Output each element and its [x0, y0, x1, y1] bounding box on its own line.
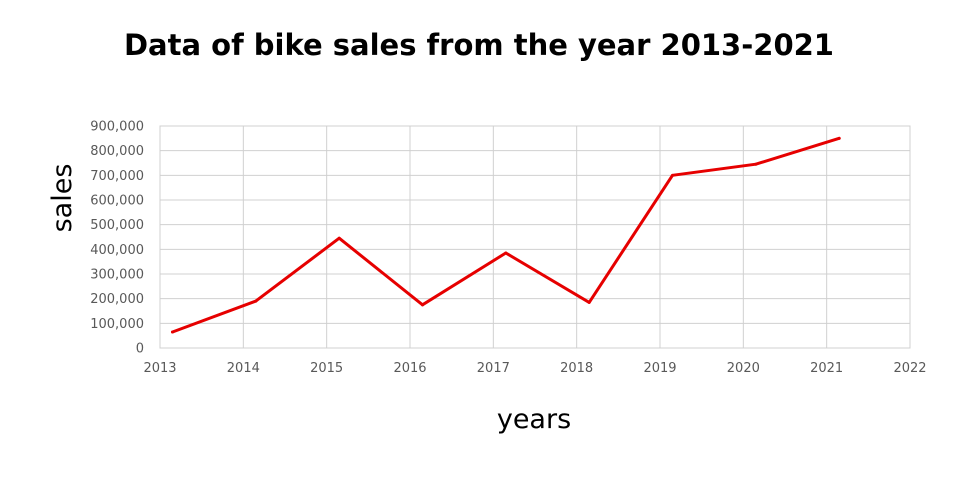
- y-tick-labels: 0 100,000 200,000 300,000 400,000 500,000 600,…: [90, 120, 144, 357]
- y-tick-label: 100,000: [90, 317, 144, 332]
- x-tick-label: 2019: [643, 361, 676, 376]
- x-tick-label: 2016: [393, 361, 426, 376]
- y-tick-label: 0: [136, 342, 144, 357]
- x-tick-label: 2015: [310, 361, 343, 376]
- series-layer: [171, 136, 841, 334]
- data-point: [254, 299, 258, 303]
- y-tick-label: 600,000: [90, 194, 144, 209]
- x-tick-label: 2014: [227, 361, 260, 376]
- chart-title: Data of bike sales from the year 2013-20…: [124, 28, 834, 62]
- data-point: [421, 303, 424, 307]
- y-tick-label: 800,000: [90, 144, 144, 159]
- grid: [159, 125, 911, 349]
- plot-area-border: [159, 125, 911, 349]
- y-tick-label: 400,000: [90, 243, 144, 258]
- data-point: [337, 236, 341, 240]
- x-tick-label: 2021: [810, 361, 843, 376]
- series-line: [171, 136, 841, 334]
- y-axis-label: sales: [47, 164, 78, 233]
- data-point: [671, 173, 674, 177]
- data-point: [837, 136, 841, 140]
- y-tick-label: 500,000: [90, 218, 144, 233]
- y-tick-label: 900,000: [90, 120, 144, 135]
- x-tick-labels: 2013 2014 2015 2016 2017 2018 2019 2020 2021 2022: [143, 361, 926, 376]
- x-tick-label: 2018: [560, 361, 593, 376]
- x-tick-label: 2020: [727, 361, 760, 376]
- y-tick-label: 300,000: [90, 268, 144, 283]
- x-tick-label: 2013: [143, 361, 176, 376]
- data-point: [504, 251, 508, 255]
- x-axis-label: years: [497, 404, 571, 435]
- y-tick-label: 200,000: [90, 292, 144, 307]
- x-tick-label: 2022: [893, 361, 926, 376]
- y-tick-label: 700,000: [90, 169, 144, 184]
- data-point: [754, 162, 758, 166]
- data-point: [587, 300, 591, 304]
- x-tick-label: 2017: [477, 361, 510, 376]
- data-point: [171, 330, 174, 334]
